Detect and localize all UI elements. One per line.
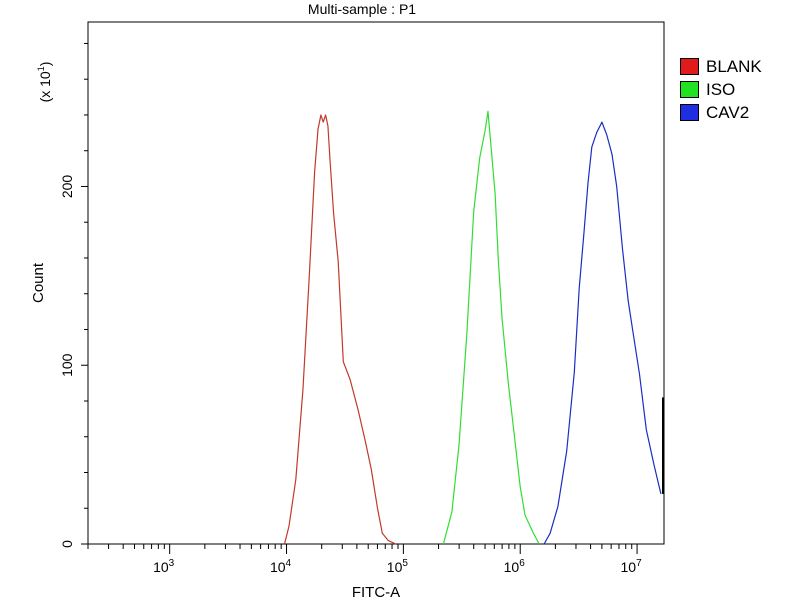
x-tick-label: 106	[504, 558, 526, 575]
series-layer	[283, 110, 664, 545]
x-tick-label: 105	[387, 558, 409, 575]
y-multiplier-prefix: (x 10	[37, 71, 53, 102]
x-tick-base: 10	[153, 559, 169, 575]
legend-item-cav2: CAV2	[680, 101, 762, 124]
legend-item-iso: ISO	[680, 78, 762, 101]
y-tick-label: 0	[59, 540, 75, 548]
series-line-iso	[442, 110, 540, 545]
chart-title: Multi-sample : P1	[308, 1, 416, 17]
legend-label-cav2: CAV2	[706, 102, 750, 122]
y-axis: 0 100 200	[59, 42, 88, 548]
x-tick-label: 107	[621, 558, 643, 575]
y-multiplier-label: (x 101)	[36, 62, 53, 103]
legend-label-iso: ISO	[706, 79, 736, 99]
x-tick-exponent: 4	[286, 558, 292, 569]
legend-swatch-blank	[680, 58, 699, 75]
x-tick-exponent: 7	[636, 558, 642, 569]
x-tick-label: 103	[153, 558, 175, 575]
legend-label-blank: BLANK	[706, 56, 762, 76]
x-tick-base: 10	[270, 559, 286, 575]
x-tick-exponent: 6	[519, 558, 525, 569]
x-tick-exponent: 5	[402, 558, 408, 569]
y-tick-label: 100	[59, 353, 75, 377]
series-line-blank	[283, 114, 396, 545]
x-axis: 103 104 105 106 107	[87, 544, 643, 575]
x-tick-base: 10	[621, 559, 637, 575]
legend-item-blank: BLANK	[680, 55, 762, 78]
y-multiplier-suffix: )	[37, 62, 53, 67]
x-tick-exponent: 3	[169, 558, 175, 569]
legend-swatch-iso	[680, 81, 699, 98]
x-tick-base: 10	[387, 559, 403, 575]
x-axis-label: FITC-A	[352, 584, 400, 600]
legend-swatch-cav2	[680, 104, 699, 121]
plot-frame	[87, 21, 665, 545]
y-tick-label: 200	[59, 175, 75, 199]
x-tick-base: 10	[504, 559, 520, 575]
legend: BLANK ISO CAV2	[680, 55, 762, 124]
x-tick-label: 104	[270, 558, 292, 575]
series-line-cav2	[543, 121, 662, 545]
y-multiplier-exponent: 1	[36, 66, 46, 71]
y-axis-label: Count	[30, 262, 47, 303]
